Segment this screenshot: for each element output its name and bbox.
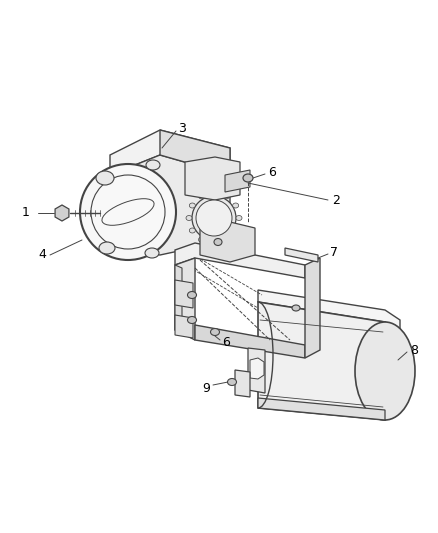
Polygon shape (110, 155, 230, 255)
Polygon shape (110, 130, 230, 175)
Ellipse shape (223, 237, 230, 242)
Text: 3: 3 (178, 122, 186, 134)
Polygon shape (175, 280, 193, 308)
Ellipse shape (189, 203, 195, 208)
Polygon shape (225, 170, 250, 192)
Polygon shape (285, 248, 318, 262)
Polygon shape (175, 243, 305, 278)
Ellipse shape (233, 228, 239, 233)
Ellipse shape (211, 240, 217, 246)
Ellipse shape (211, 190, 217, 196)
Ellipse shape (355, 322, 415, 420)
Text: 9: 9 (202, 382, 210, 394)
Polygon shape (200, 222, 255, 262)
Polygon shape (258, 398, 385, 420)
Polygon shape (175, 265, 182, 333)
Text: a: a (240, 378, 246, 388)
Text: 1: 1 (22, 206, 30, 220)
Ellipse shape (211, 328, 219, 335)
Ellipse shape (99, 242, 115, 254)
Polygon shape (248, 348, 265, 393)
Ellipse shape (145, 248, 159, 258)
Polygon shape (185, 157, 240, 200)
Ellipse shape (223, 194, 230, 199)
Ellipse shape (187, 317, 197, 324)
Polygon shape (55, 205, 69, 221)
Ellipse shape (243, 174, 253, 182)
Text: 8: 8 (410, 343, 418, 357)
Text: 7: 7 (330, 246, 338, 259)
Text: 6: 6 (222, 335, 230, 349)
Polygon shape (160, 130, 230, 175)
Ellipse shape (227, 378, 237, 385)
Polygon shape (258, 302, 385, 420)
Ellipse shape (198, 237, 205, 242)
Text: 6: 6 (268, 166, 276, 179)
Ellipse shape (233, 203, 239, 208)
Text: 4: 4 (38, 248, 46, 262)
Polygon shape (175, 315, 193, 338)
Ellipse shape (186, 215, 192, 221)
Ellipse shape (196, 200, 232, 236)
Polygon shape (195, 325, 305, 358)
Polygon shape (258, 290, 400, 330)
Ellipse shape (192, 196, 236, 240)
Polygon shape (250, 358, 264, 379)
Polygon shape (305, 258, 320, 358)
Ellipse shape (292, 305, 300, 311)
Ellipse shape (80, 164, 176, 260)
Polygon shape (175, 258, 195, 340)
Ellipse shape (146, 160, 160, 170)
Text: 2: 2 (332, 193, 340, 206)
Ellipse shape (214, 238, 222, 246)
Ellipse shape (236, 215, 242, 221)
Ellipse shape (198, 194, 205, 199)
Polygon shape (235, 370, 250, 397)
Ellipse shape (187, 292, 197, 298)
Ellipse shape (189, 228, 195, 233)
Ellipse shape (96, 171, 114, 185)
